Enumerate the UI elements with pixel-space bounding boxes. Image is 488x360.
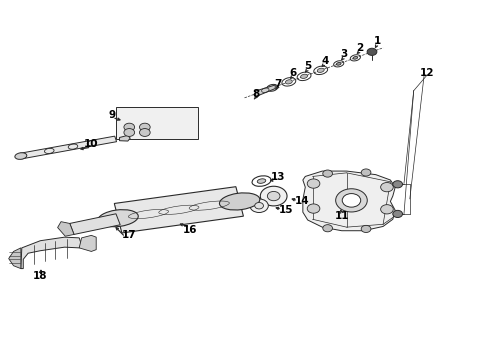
Text: 16: 16 bbox=[183, 225, 197, 235]
Circle shape bbox=[366, 48, 376, 55]
Ellipse shape bbox=[335, 189, 366, 212]
Bar bbox=[116, 107, 198, 139]
Polygon shape bbox=[119, 135, 130, 141]
Circle shape bbox=[380, 183, 392, 192]
Polygon shape bbox=[302, 171, 394, 231]
Polygon shape bbox=[58, 222, 74, 236]
Ellipse shape bbox=[254, 203, 263, 209]
Polygon shape bbox=[9, 248, 21, 269]
Text: 2: 2 bbox=[356, 43, 363, 53]
Ellipse shape bbox=[342, 194, 360, 207]
Circle shape bbox=[322, 225, 332, 232]
Text: 8: 8 bbox=[252, 89, 259, 99]
Text: 15: 15 bbox=[278, 205, 292, 215]
Text: 13: 13 bbox=[271, 172, 285, 183]
Ellipse shape bbox=[249, 199, 268, 212]
Text: 9: 9 bbox=[108, 110, 116, 120]
Polygon shape bbox=[114, 187, 243, 233]
Circle shape bbox=[306, 204, 319, 213]
Text: 7: 7 bbox=[273, 79, 281, 89]
Text: 3: 3 bbox=[340, 49, 347, 59]
Ellipse shape bbox=[260, 186, 286, 206]
Text: 5: 5 bbox=[304, 62, 311, 71]
Polygon shape bbox=[255, 85, 275, 97]
Circle shape bbox=[123, 123, 134, 131]
Ellipse shape bbox=[336, 63, 340, 65]
Circle shape bbox=[361, 225, 370, 233]
Ellipse shape bbox=[285, 80, 292, 84]
Ellipse shape bbox=[267, 192, 280, 201]
Circle shape bbox=[139, 129, 150, 136]
Ellipse shape bbox=[15, 153, 27, 159]
Polygon shape bbox=[20, 136, 116, 159]
Circle shape bbox=[361, 169, 370, 176]
Ellipse shape bbox=[266, 84, 277, 91]
Text: 12: 12 bbox=[419, 68, 433, 78]
Ellipse shape bbox=[300, 74, 307, 78]
Circle shape bbox=[322, 170, 332, 177]
Ellipse shape bbox=[98, 210, 138, 227]
Ellipse shape bbox=[352, 57, 357, 59]
Circle shape bbox=[139, 123, 150, 131]
Ellipse shape bbox=[257, 179, 265, 183]
Text: 1: 1 bbox=[373, 36, 380, 46]
Text: 18: 18 bbox=[33, 271, 47, 282]
Circle shape bbox=[123, 129, 134, 136]
Polygon shape bbox=[70, 214, 120, 234]
Text: 17: 17 bbox=[121, 230, 136, 240]
Text: 10: 10 bbox=[84, 139, 99, 149]
Circle shape bbox=[392, 210, 402, 217]
Circle shape bbox=[306, 179, 319, 188]
Text: 11: 11 bbox=[334, 211, 348, 221]
Circle shape bbox=[380, 204, 392, 214]
Ellipse shape bbox=[317, 68, 324, 72]
Polygon shape bbox=[79, 235, 96, 251]
Ellipse shape bbox=[219, 193, 259, 210]
Text: 6: 6 bbox=[289, 68, 296, 78]
Circle shape bbox=[392, 181, 402, 188]
Text: 4: 4 bbox=[321, 56, 328, 66]
Text: 14: 14 bbox=[294, 196, 308, 206]
Polygon shape bbox=[21, 237, 81, 269]
